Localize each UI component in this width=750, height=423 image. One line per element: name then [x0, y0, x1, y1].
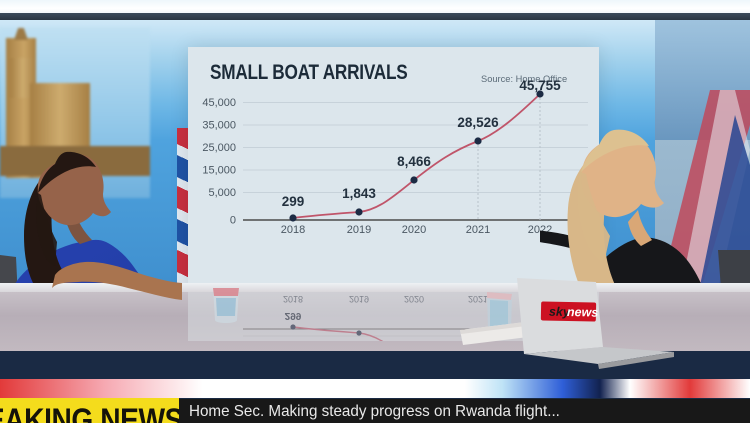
svg-text:news: news: [567, 305, 599, 320]
